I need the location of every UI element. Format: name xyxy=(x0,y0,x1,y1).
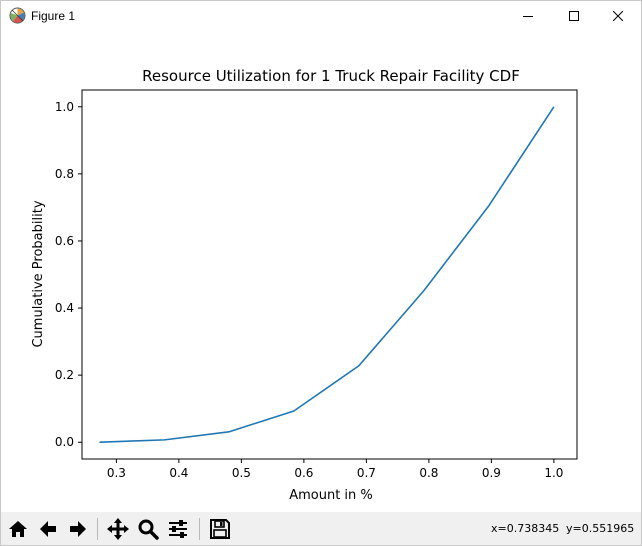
maximize-icon xyxy=(569,11,579,21)
home-icon xyxy=(9,521,27,537)
y-tick-label: 0.0 xyxy=(55,435,74,449)
x-axis-ticks: 0.3 0.4 0.5 0.6 0.7 0.8 0.9 1.0 xyxy=(107,459,563,480)
close-icon xyxy=(613,11,623,21)
matplotlib-logo-icon xyxy=(9,7,26,24)
y-tick-label: 0.4 xyxy=(55,301,74,315)
forward-button[interactable] xyxy=(65,516,91,542)
pan-button[interactable] xyxy=(105,516,131,542)
save-button[interactable] xyxy=(207,516,233,542)
maximize-button[interactable] xyxy=(551,1,597,31)
y-tick-label: 0.8 xyxy=(55,167,74,181)
close-button[interactable] xyxy=(595,1,641,31)
y-coordinate-readout: y=0.551965 xyxy=(566,522,635,535)
y-axis-label: Cumulative Probability xyxy=(31,200,46,347)
figure-canvas[interactable]: Resource Utilization for 1 Truck Repair … xyxy=(1,32,641,512)
home-button[interactable] xyxy=(5,516,31,542)
x-tick-label: 0.8 xyxy=(419,466,438,480)
x-axis-label: Amount in % xyxy=(289,488,373,503)
zoom-magnifier-icon xyxy=(138,519,159,540)
pan-move-icon xyxy=(107,518,129,540)
y-tick-label: 0.6 xyxy=(55,234,74,248)
navigation-toolbar: x=0.738345 y=0.551965 xyxy=(1,512,641,545)
save-icon xyxy=(210,519,230,539)
minimize-icon xyxy=(523,16,533,17)
x-tick-label: 0.6 xyxy=(294,466,313,480)
cdf-series-line xyxy=(99,106,555,444)
x-tick-label: 0.5 xyxy=(232,466,251,480)
x-tick-label: 0.4 xyxy=(169,466,188,480)
configure-subplots-icon xyxy=(169,520,187,538)
chart-title: Resource Utilization for 1 Truck Repair … xyxy=(142,67,520,85)
window-title: Figure 1 xyxy=(31,9,76,23)
configure-subplots-button[interactable] xyxy=(165,516,191,542)
x-tick-label: 0.3 xyxy=(107,466,126,480)
y-tick-label: 1.0 xyxy=(55,100,74,114)
forward-arrow-icon xyxy=(70,521,86,537)
plot-area[interactable] xyxy=(81,89,578,460)
cdf-line-chart[interactable]: Resource Utilization for 1 Truck Repair … xyxy=(1,32,641,512)
x-tick-label: 0.9 xyxy=(482,466,501,480)
series-group xyxy=(99,106,555,444)
minimize-button[interactable] xyxy=(505,1,551,31)
x-coordinate-readout: x=0.738345 xyxy=(491,522,560,535)
x-tick-label: 0.7 xyxy=(357,466,376,480)
title-bar[interactable]: Figure 1 xyxy=(1,1,641,31)
toolbar-separator xyxy=(97,518,98,540)
back-button[interactable] xyxy=(35,516,61,542)
toolbar-separator xyxy=(199,518,200,540)
zoom-button[interactable] xyxy=(135,516,161,542)
y-tick-label: 0.2 xyxy=(55,368,74,382)
back-arrow-icon xyxy=(40,521,56,537)
x-tick-label: 1.0 xyxy=(544,466,563,480)
y-axis-ticks: 0.0 0.2 0.4 0.6 0.8 1.0 xyxy=(55,100,82,449)
